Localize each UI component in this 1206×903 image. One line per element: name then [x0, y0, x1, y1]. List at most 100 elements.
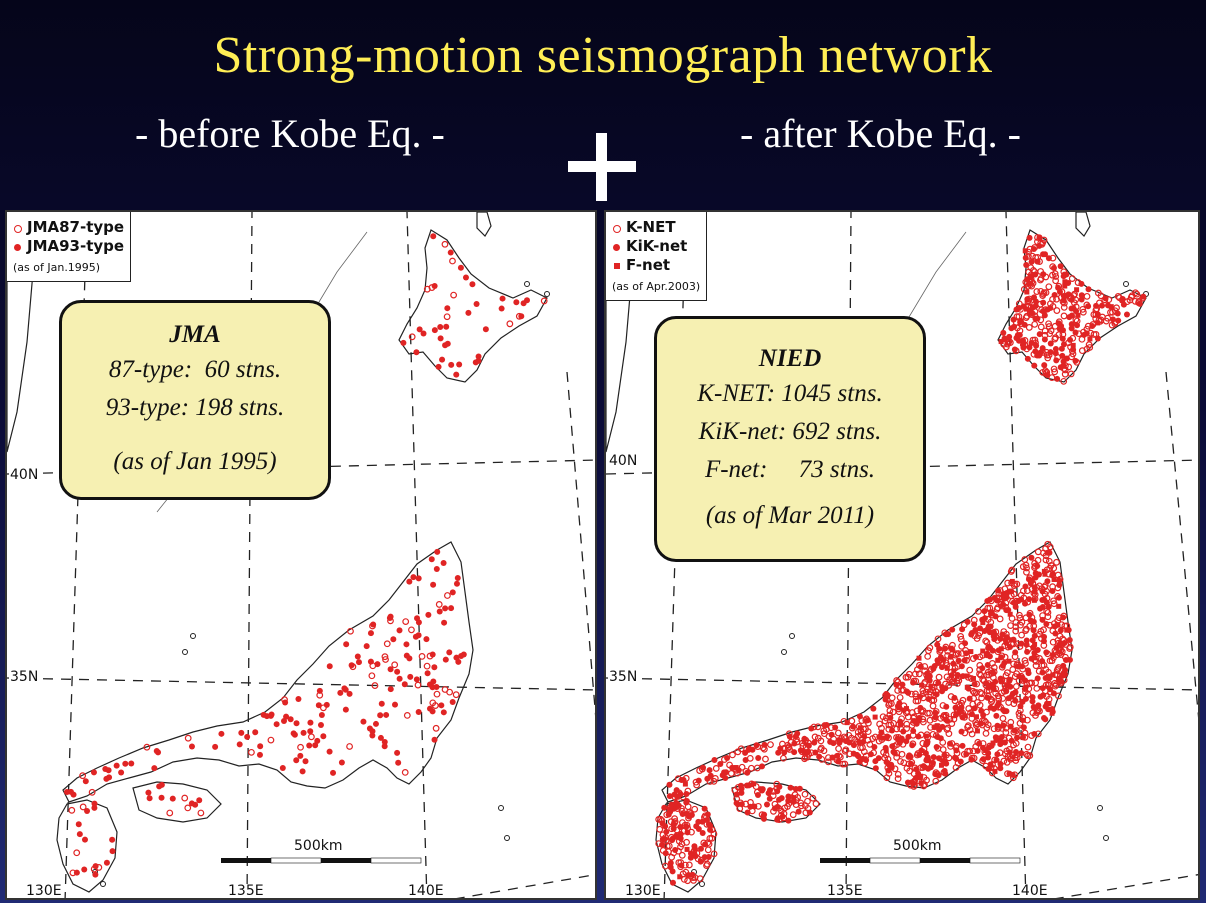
info-as-of: (as of Mar 2011) [705, 502, 875, 529]
station-marker [677, 835, 684, 842]
graticule-line [406, 212, 428, 898]
station-marker [701, 854, 708, 861]
station-marker [990, 670, 997, 677]
station-marker [776, 796, 783, 803]
station-marker [860, 738, 867, 745]
station-marker [820, 747, 828, 755]
station-marker [1027, 273, 1034, 280]
station-marker [911, 718, 918, 725]
station-marker [267, 736, 275, 744]
station-marker [981, 615, 988, 622]
station-marker [156, 783, 163, 790]
station-marker [769, 792, 777, 800]
station-marker [381, 653, 389, 661]
station-marker [1059, 352, 1066, 359]
station-marker [1045, 255, 1052, 262]
station-marker [989, 647, 996, 654]
station-marker [348, 662, 355, 669]
station-marker [1016, 331, 1023, 338]
station-marker [429, 708, 436, 715]
station-marker [383, 711, 390, 718]
station-marker [1067, 336, 1074, 343]
station-marker [932, 709, 939, 716]
station-marker [1045, 557, 1053, 565]
station-marker [916, 655, 922, 661]
station-marker [791, 795, 797, 801]
lat-label-35n: 35N [608, 669, 639, 685]
station-marker [938, 762, 944, 768]
station-marker [962, 640, 969, 647]
station-marker [1068, 325, 1075, 332]
station-marker [1022, 600, 1029, 607]
station-marker [977, 625, 984, 632]
station-marker [1000, 601, 1007, 608]
station-marker [1001, 739, 1008, 746]
station-marker [795, 808, 802, 815]
coastline-islet [1097, 805, 1103, 811]
station-marker [293, 757, 300, 764]
station-marker [446, 649, 453, 656]
station-marker [368, 672, 376, 680]
station-marker [1007, 568, 1015, 575]
station-marker [1034, 675, 1041, 682]
station-marker [918, 773, 924, 779]
station-marker [1061, 370, 1069, 378]
station-marker [437, 324, 444, 331]
station-marker [669, 879, 676, 886]
station-marker [903, 725, 911, 732]
station-marker [460, 651, 467, 658]
station-marker [910, 728, 917, 735]
station-marker [691, 805, 699, 813]
station-marker [1001, 591, 1008, 598]
station-marker [805, 748, 812, 755]
lon-label-130e: 130E [624, 883, 662, 899]
station-marker [744, 809, 751, 816]
station-marker [1059, 327, 1066, 334]
station-marker [747, 803, 754, 810]
station-marker [965, 705, 973, 712]
station-marker [1068, 275, 1076, 282]
station-marker [662, 850, 669, 857]
station-marker [910, 679, 917, 686]
station-marker [436, 608, 443, 615]
station-marker [900, 728, 907, 735]
station-marker [917, 663, 924, 670]
station-marker [1075, 312, 1081, 318]
station-marker [1031, 731, 1038, 738]
station-marker [236, 741, 243, 748]
station-marker [1012, 683, 1020, 690]
station-marker [314, 737, 321, 744]
station-marker [1052, 273, 1060, 280]
coastline-island [1075, 212, 1091, 237]
station-marker [984, 604, 992, 612]
station-marker [916, 751, 923, 758]
station-marker [811, 739, 818, 746]
station-marker [1059, 335, 1066, 342]
station-marker [942, 770, 949, 777]
station-marker [1074, 287, 1080, 293]
station-marker [1032, 298, 1039, 305]
station-marker [1107, 308, 1114, 316]
station-marker [442, 605, 449, 612]
station-marker [683, 838, 690, 846]
station-marker [390, 636, 397, 643]
station-marker [430, 233, 437, 240]
station-marker [1043, 649, 1050, 656]
station-marker [1009, 690, 1016, 697]
coastline-island [62, 541, 474, 803]
station-marker [1007, 622, 1014, 629]
station-marker [692, 853, 699, 860]
station-marker [430, 581, 437, 588]
station-marker [1046, 330, 1054, 338]
station-marker [934, 734, 941, 741]
station-marker [885, 721, 893, 729]
station-marker [1037, 605, 1044, 612]
station-marker [685, 861, 693, 869]
station-marker [1033, 342, 1040, 349]
station-marker [784, 744, 792, 752]
station-marker [1053, 667, 1061, 674]
station-marker [870, 705, 877, 712]
station-marker [257, 743, 264, 750]
station-marker [875, 755, 882, 762]
station-marker [948, 720, 956, 727]
